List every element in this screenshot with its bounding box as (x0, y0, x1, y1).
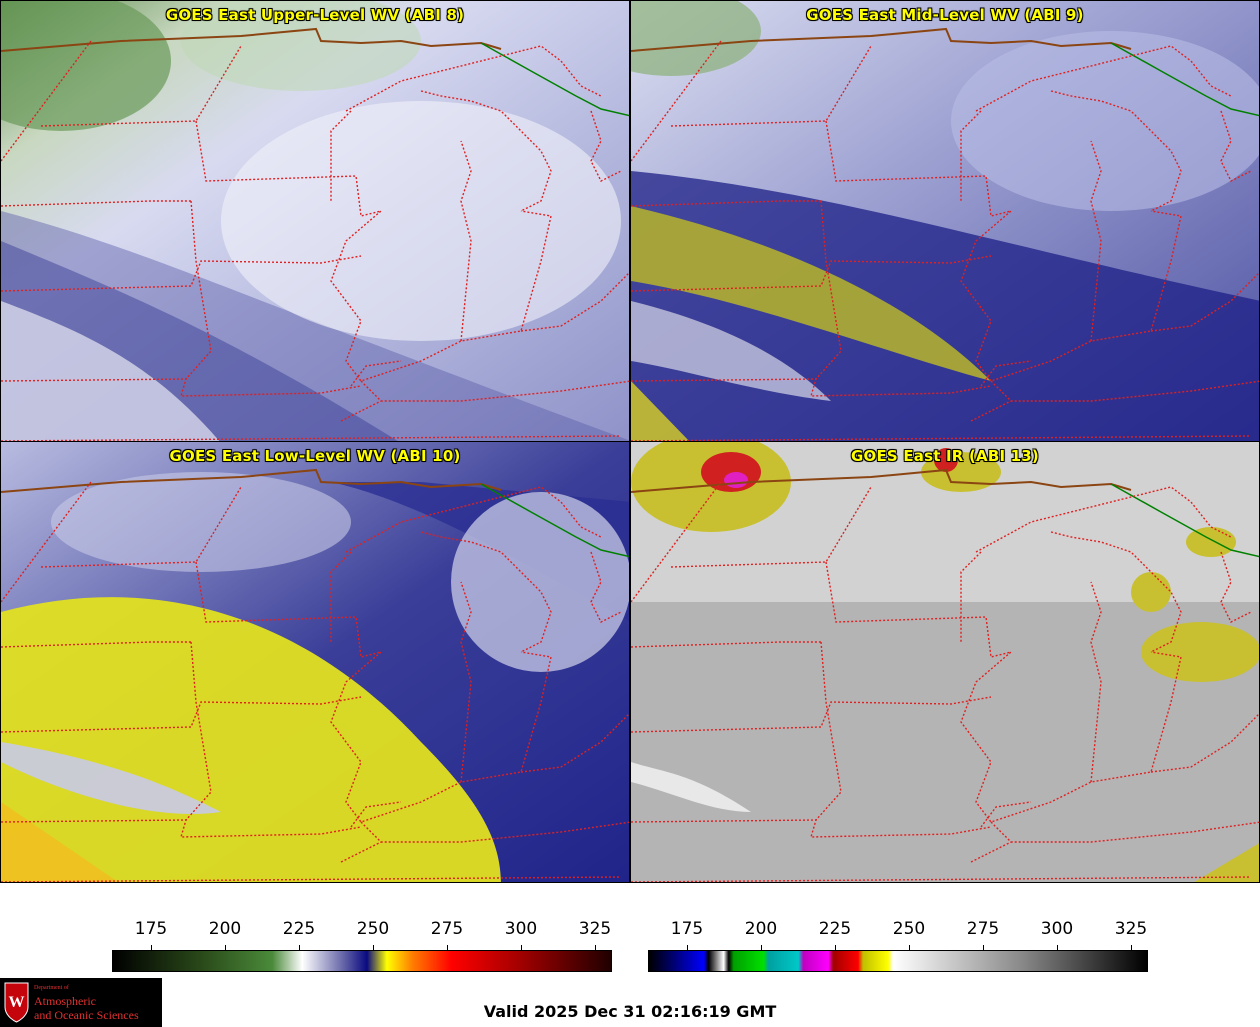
ir-image (631, 442, 1259, 882)
ir-tick-mark (909, 945, 910, 950)
wv-tick-mark (595, 945, 596, 950)
panel-title: GOES East Upper-Level WV (ABI 8) (165, 6, 465, 24)
ir-tick-mark (983, 945, 984, 950)
wv-colorbar-gradient (112, 950, 612, 972)
aos-logo: W Department of Atmospheric and Oceanic … (0, 978, 162, 1027)
upper-level-wv-image (1, 1, 629, 441)
wv-tick-label: 300 (504, 919, 538, 939)
panel-ir: GOES East IR (ABI 13) (630, 441, 1260, 883)
logo-name-line1: Atmospheric (34, 994, 96, 1008)
wv-tick-label: 200 (208, 919, 242, 939)
logo-dept: Department of (34, 985, 69, 991)
ir-tick-mark (761, 945, 762, 950)
panel-mid-level-wv: GOES East Mid-Level WV (ABI 9) (630, 0, 1260, 442)
ir-tick-label: 275 (966, 919, 1000, 939)
ir-tick-mark (1131, 945, 1132, 950)
ir-tick-mark (835, 945, 836, 950)
ir-tick-label: 225 (818, 919, 852, 939)
crest-letter: W (9, 994, 25, 1011)
wv-tick-mark (299, 945, 300, 950)
ir-tick-mark (1057, 945, 1058, 950)
wv-tick-mark (521, 945, 522, 950)
wv-tick-label: 175 (134, 919, 168, 939)
wv-tick-label: 250 (356, 919, 390, 939)
panel-title: GOES East Mid-Level WV (ABI 9) (806, 6, 1084, 24)
panel-low-level-wv: GOES East Low-Level WV (ABI 10) (0, 441, 630, 883)
ir-tick-label: 300 (1040, 919, 1074, 939)
wv-tick-mark (225, 945, 226, 950)
ir-tick-label: 175 (670, 919, 704, 939)
mid-level-wv-image (631, 1, 1259, 441)
uw-crest-icon: W (4, 982, 29, 1023)
ir-colorbar: 175 200 225 250 275 300 325 (0, 900, 1260, 980)
ir-tick-mark (687, 945, 688, 950)
valid-time: Valid 2025 Dec 31 02:16:19 GMT (483, 1002, 777, 1021)
low-level-wv-image (1, 442, 629, 882)
wv-tick-mark (447, 945, 448, 950)
wv-tick-mark (373, 945, 374, 950)
ir-tick-label: 325 (1114, 919, 1148, 939)
panel-upper-level-wv: GOES East Upper-Level WV (ABI 8) (0, 0, 630, 442)
logo-name-line2: and Oceanic Sciences (34, 1008, 139, 1022)
ir-tick-label: 250 (892, 919, 926, 939)
panel-title: GOES East IR (ABI 13) (850, 447, 1039, 465)
wv-tick-mark (151, 945, 152, 950)
wv-tick-label: 225 (282, 919, 316, 939)
wv-tick-label: 325 (578, 919, 612, 939)
ir-tick-label: 200 (744, 919, 778, 939)
wv-colorbar: 175 200 225 250 275 300 325 (0, 900, 630, 980)
wv-tick-label: 275 (430, 919, 464, 939)
ir-colorbar-gradient (648, 950, 1148, 972)
panel-title: GOES East Low-Level WV (ABI 10) (169, 447, 461, 465)
